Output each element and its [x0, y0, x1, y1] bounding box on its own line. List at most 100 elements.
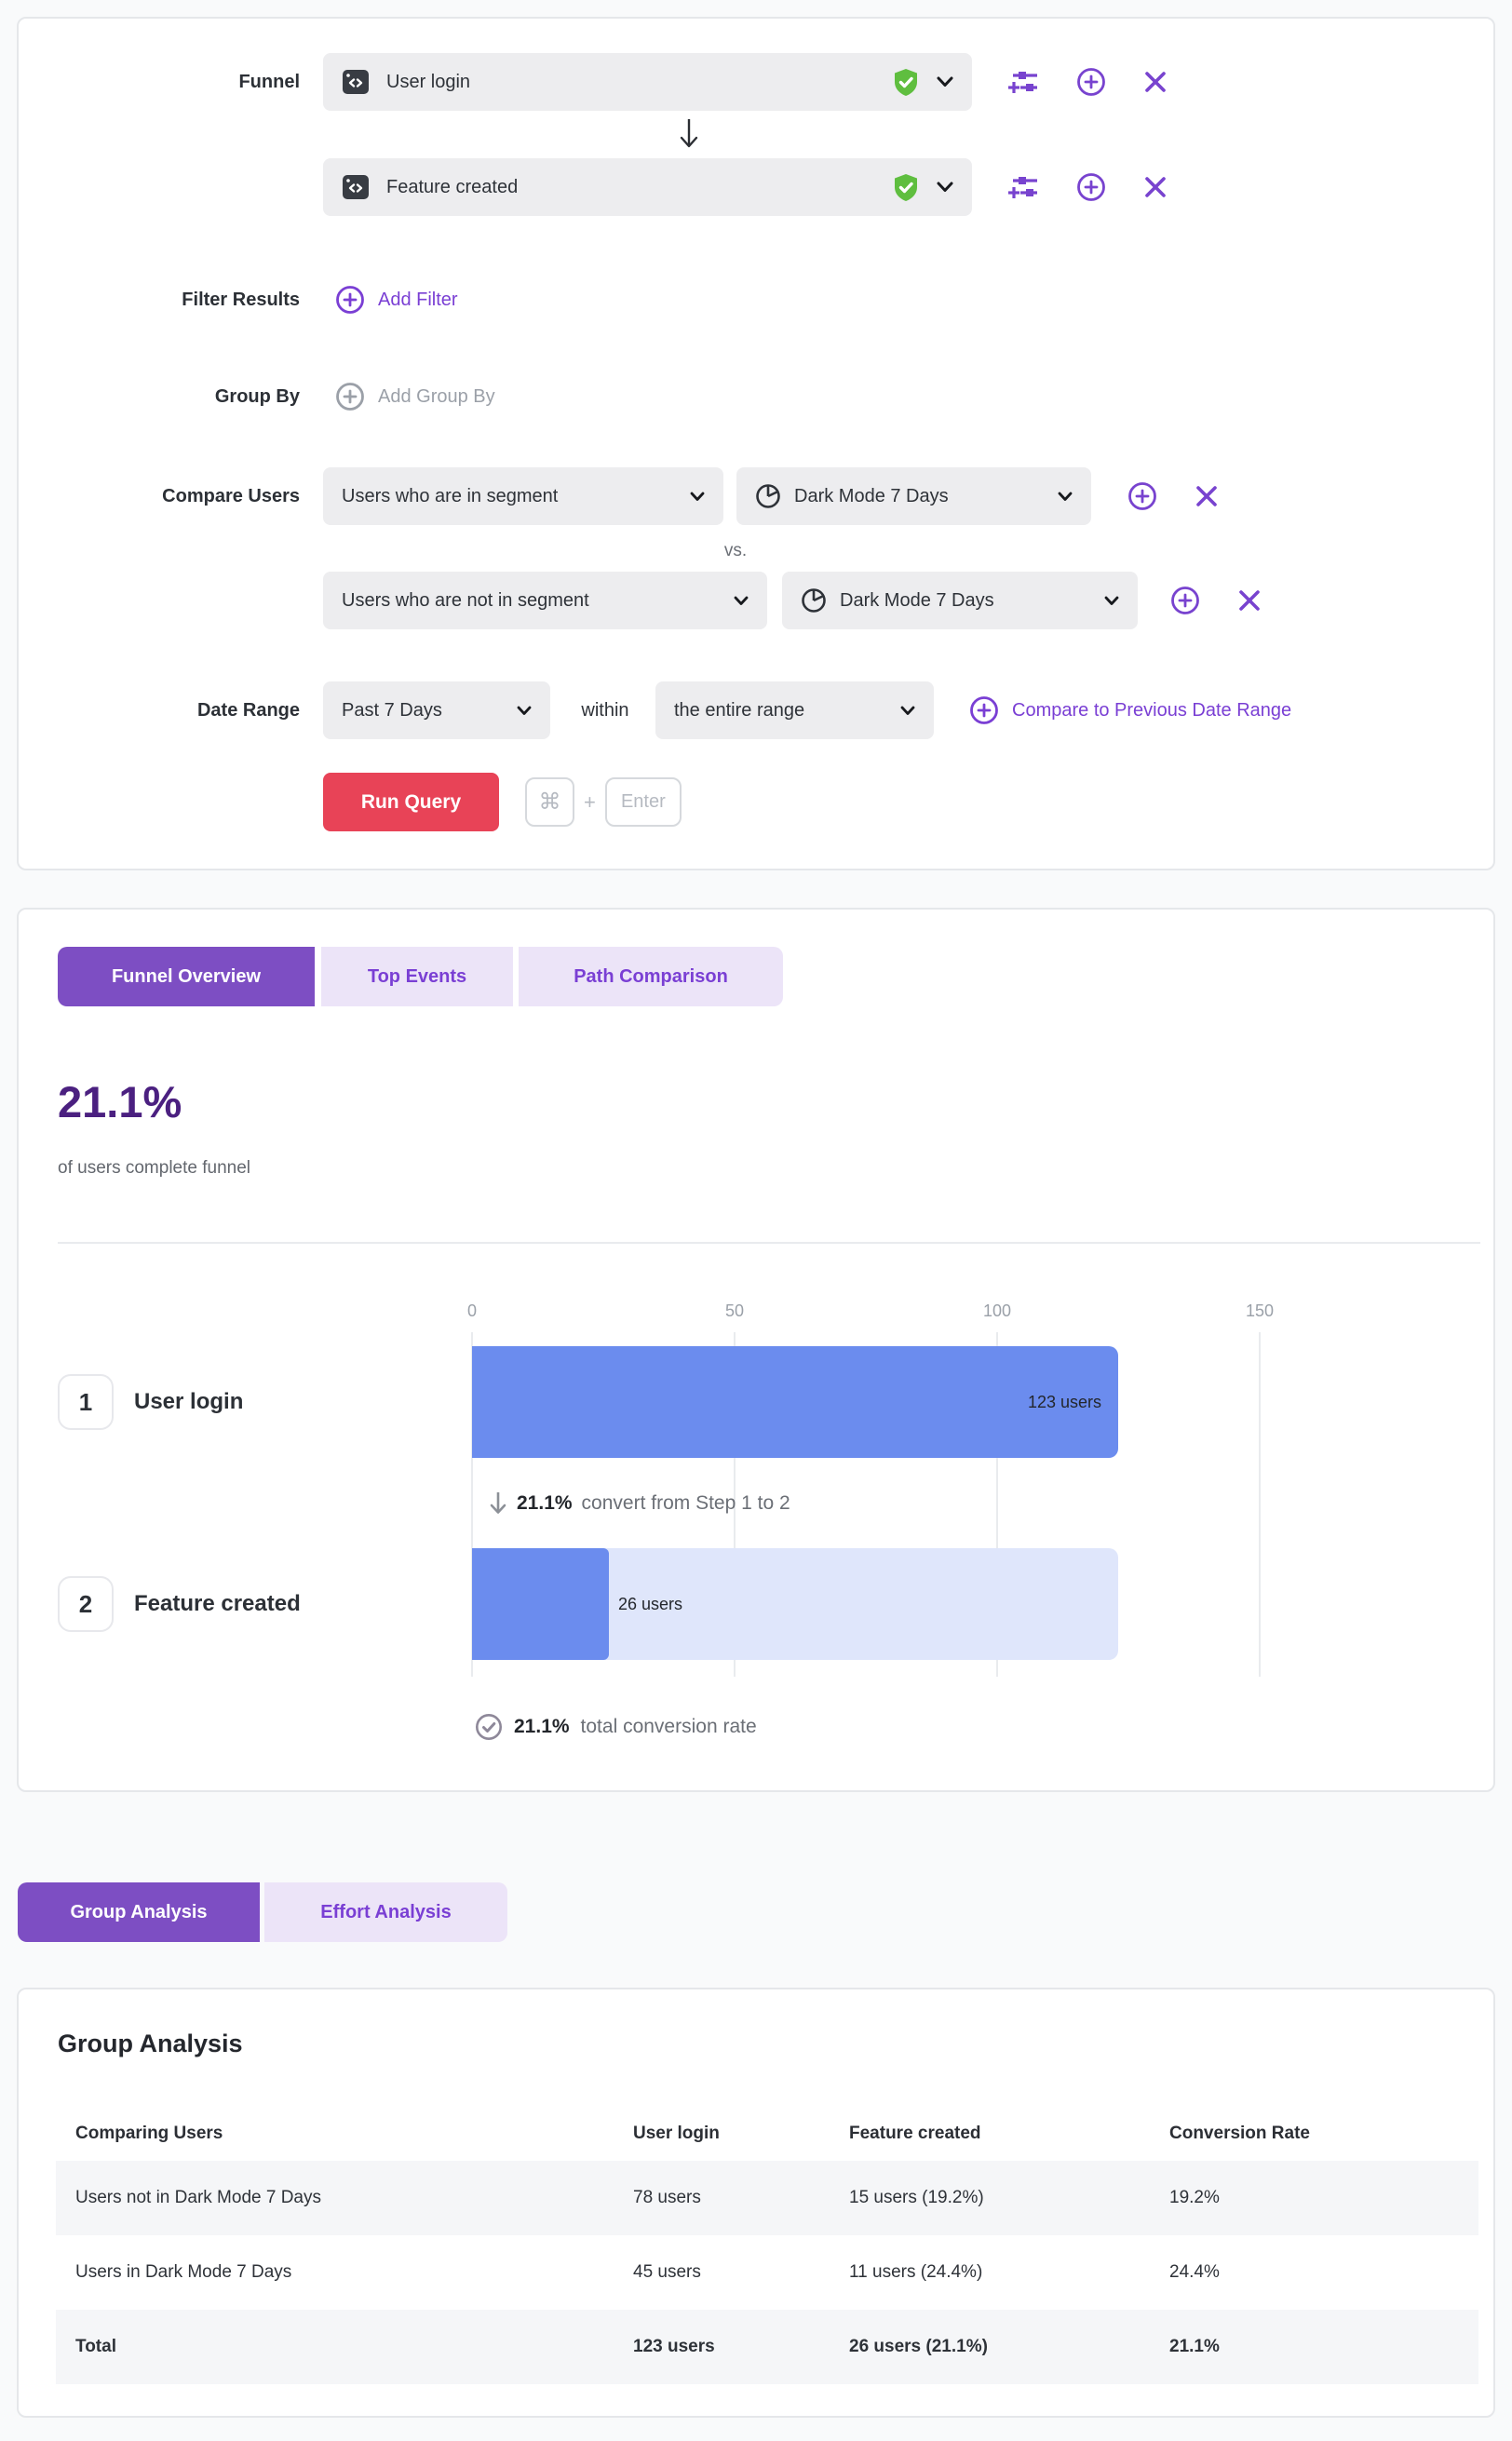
segment-membership-dropdown-1[interactable]: Users who are in segment [323, 467, 723, 525]
remove-step-x-icon[interactable] [1143, 70, 1168, 94]
step-1-bar-row: 123 users [472, 1346, 1118, 1458]
col-user-login: User login [633, 2124, 720, 2143]
funnel-step-2-dropdown[interactable]: Feature created [323, 158, 972, 216]
cell-user-login: 45 users [633, 2262, 701, 2282]
add-group-by-placeholder: Add Group By [378, 385, 495, 407]
tab-group-analysis[interactable]: Group Analysis [18, 1882, 260, 1942]
check-circle-icon [475, 1713, 503, 1741]
tab-effort-analysis[interactable]: Effort Analysis [264, 1882, 507, 1942]
step-1-bar: 123 users [472, 1346, 1118, 1458]
step-2-bar-value: 26 users [618, 1595, 683, 1613]
add-group-by-plus-icon [335, 382, 365, 411]
step-filter-sliders-icon[interactable] [1007, 173, 1039, 201]
step-filter-sliders-icon[interactable] [1007, 68, 1039, 96]
gridline [471, 1332, 473, 1677]
total-conversion-text: total conversion rate [580, 1716, 757, 1737]
step-1-label: User login [134, 1389, 244, 1414]
cell-group: Users in Dark Mode 7 Days [75, 2262, 292, 2282]
table-row: Users in Dark Mode 7 Days 45 users 11 us… [56, 2235, 1478, 2310]
add-group-by-button[interactable]: Add Group By [335, 382, 495, 411]
remove-compare-x-icon[interactable] [1237, 588, 1262, 613]
compare-previous-range-button[interactable]: Compare to Previous Date Range [969, 681, 1291, 739]
remove-step-x-icon[interactable] [1143, 175, 1168, 199]
down-arrow-icon [489, 1490, 507, 1517]
add-step-plus-icon[interactable] [1076, 172, 1106, 202]
step-2-bar [472, 1548, 609, 1660]
tab-top-events[interactable]: Top Events [321, 947, 513, 1006]
funnel-overview-card: Funnel Overview Top Events Path Comparis… [17, 908, 1495, 1792]
group-analysis-card: Group Analysis Comparing Users User logi… [17, 1988, 1495, 2418]
tab-path-comparison[interactable]: Path Comparison [519, 947, 783, 1006]
gridline [996, 1332, 998, 1677]
cell-group: Users not in Dark Mode 7 Days [75, 2188, 321, 2207]
gridline [734, 1332, 736, 1677]
step-conversion-text: convert from Step 1 to 2 [581, 1492, 790, 1514]
segment-pie-icon [755, 483, 781, 509]
chevron-down-icon [734, 596, 749, 606]
chevron-down-icon [517, 706, 532, 716]
filter-results-label: Filter Results [182, 290, 300, 310]
date-range-dropdown[interactable]: Past 7 Days [323, 681, 550, 739]
table-total-row: Total 123 users 26 users (21.1%) 21.1% [56, 2310, 1478, 2384]
step-1-bar-value: 123 users [1027, 1393, 1101, 1411]
add-compare-plus-icon[interactable] [1170, 586, 1200, 615]
cell-conversion-rate: 21.1% [1169, 2337, 1220, 2356]
chevron-down-icon [937, 76, 953, 88]
cell-feature-created: 11 users (24.4%) [849, 2262, 983, 2282]
add-filter-button[interactable]: Add Filter [335, 285, 458, 315]
tab-funnel-overview[interactable]: Funnel Overview [58, 947, 315, 1006]
col-conversion-rate: Conversion Rate [1169, 2124, 1310, 2143]
segment-dropdown-2[interactable]: Dark Mode 7 Days [782, 572, 1138, 629]
segment-value-2: Dark Mode 7 Days [840, 589, 994, 611]
enter-key-hint: Enter [604, 777, 682, 827]
run-query-button[interactable]: Run Query [323, 773, 499, 831]
step-2-label: Feature created [134, 1591, 301, 1616]
compare-users-label: Compare Users [162, 486, 300, 506]
funnel-step-1-dropdown[interactable]: User login [323, 53, 972, 111]
funnel-step-1-actions [1007, 53, 1168, 111]
step-2-bar-track: 26 users [472, 1548, 1118, 1660]
query-builder-card: Funnel User login [17, 17, 1495, 870]
verified-shield-icon [892, 68, 920, 97]
group-analysis-title: Group Analysis [58, 2030, 243, 2057]
x-tick-150: 150 [1245, 1301, 1275, 1320]
overall-conversion-value: 21.1% [58, 1077, 182, 1126]
step-2-number: 2 [58, 1576, 114, 1632]
total-conversion-note: 21.1% total conversion rate [475, 1706, 757, 1747]
chevron-down-icon [690, 492, 705, 502]
segment-membership-value-2: Users who are not in segment [342, 589, 589, 611]
cell-conversion-rate: 24.4% [1169, 2262, 1220, 2282]
remove-compare-x-icon[interactable] [1195, 484, 1219, 508]
range-scope-dropdown[interactable]: the entire range [655, 681, 934, 739]
within-label: within [581, 700, 629, 721]
add-compare-plus-icon[interactable] [1127, 481, 1157, 511]
segment-membership-dropdown-2[interactable]: Users who are not in segment [323, 572, 767, 629]
plus-separator: + [584, 789, 596, 814]
gridline [1259, 1332, 1261, 1677]
col-comparing-users: Comparing Users [75, 2124, 223, 2143]
chevron-down-icon [937, 182, 953, 193]
segment-membership-value-1: Users who are in segment [342, 485, 559, 506]
add-filter-plus-icon [335, 285, 365, 315]
step-flow-arrow-icon [676, 117, 702, 157]
compare-row-2-actions [1170, 572, 1262, 629]
segment-dropdown-1[interactable]: Dark Mode 7 Days [736, 467, 1091, 525]
x-tick-50: 50 [724, 1301, 745, 1320]
verified-shield-icon [892, 173, 920, 202]
step-conversion-value: 21.1% [517, 1492, 573, 1514]
chevron-down-icon [1058, 492, 1073, 502]
compare-previous-plus-icon [969, 695, 999, 725]
add-step-plus-icon[interactable] [1076, 67, 1106, 97]
x-tick-0: 0 [466, 1301, 477, 1320]
compare-row-1-actions [1127, 467, 1219, 525]
funnel-step-2-event: Feature created [386, 176, 519, 197]
divider [58, 1242, 1480, 1244]
chevron-down-icon [900, 706, 915, 716]
total-conversion-value: 21.1% [514, 1716, 570, 1737]
cell-feature-created: 26 users (21.1%) [849, 2337, 988, 2356]
vs-label: vs. [723, 541, 748, 560]
step-conversion-note: 21.1% convert from Step 1 to 2 [489, 1483, 790, 1524]
cell-group: Total [75, 2337, 116, 2356]
segment-pie-icon [801, 587, 827, 614]
